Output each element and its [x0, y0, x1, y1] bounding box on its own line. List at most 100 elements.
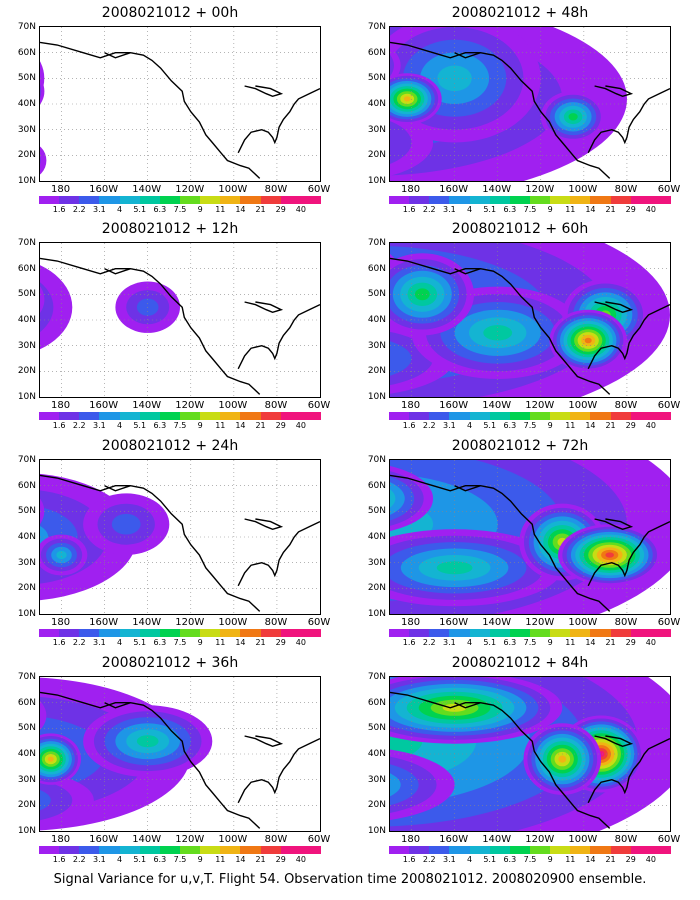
lon-tick-label: 120W — [175, 834, 205, 845]
colorbar-swatch — [489, 412, 510, 420]
lon-tick-label: 140W — [482, 184, 512, 195]
variance-field — [390, 677, 670, 831]
map-panel-72h: 2008021012 + 72h 70N 60N 50N 40N 30N 20N 10N 180… — [355, 437, 685, 651]
contour-level-5 — [436, 561, 473, 575]
colorbar — [39, 412, 321, 420]
panel-title: 2008021012 + 24h — [101, 438, 239, 454]
lat-tick-label: 30N — [367, 774, 386, 785]
colorbar-swatch — [260, 196, 281, 204]
colorbar-swatch — [650, 412, 671, 420]
colorbar-label: 3.1 — [443, 421, 456, 430]
lon-tick-label: 120W — [525, 834, 555, 845]
colorbar-swatch — [529, 196, 551, 204]
coastline — [237, 87, 320, 154]
colorbar-swatch — [179, 629, 201, 637]
contour-level-2 — [390, 764, 419, 806]
lon-tick-label: 60W — [307, 834, 331, 845]
panel-title: 2008021012 + 00h — [101, 5, 239, 21]
colorbar-label: 9 — [547, 855, 553, 864]
colorbar-swatch — [570, 412, 591, 420]
lon-tick-label: 140W — [482, 400, 512, 411]
colorbar-label: 7.5 — [523, 855, 537, 864]
panel-title: 2008021012 + 60h — [451, 221, 589, 237]
lat-tick-label: 20N — [367, 366, 386, 377]
colorbar-swatch — [39, 412, 60, 420]
colorbar-label: 5.1 — [483, 421, 497, 430]
colorbar-swatch — [280, 846, 301, 854]
colorbar-swatch — [570, 196, 591, 204]
colorbar-swatch — [630, 629, 651, 637]
colorbar-label: 11 — [215, 855, 226, 864]
colorbar-swatch — [119, 629, 140, 637]
colorbar-swatch — [240, 196, 261, 204]
lon-tick-label: 100W — [218, 400, 248, 411]
lat-tick-label: 30N — [17, 774, 36, 785]
variance-map — [39, 459, 321, 615]
colorbar-swatch — [139, 196, 160, 204]
lat-tick-label: 30N — [367, 124, 386, 135]
map-panel-48h: 2008021012 + 48h 70N 60N 50N 40N 30N 20N 10N 180… — [355, 4, 685, 218]
colorbar-swatch — [550, 629, 571, 637]
variance-field — [40, 243, 320, 397]
colorbar-swatch — [610, 196, 631, 204]
colorbar-label: 4 — [117, 421, 123, 430]
colorbar-label: 4 — [117, 855, 123, 864]
lon-tick-label: 160W — [89, 834, 119, 845]
colorbar-label: 29 — [275, 421, 286, 430]
colorbar-swatch — [59, 412, 80, 420]
colorbar-label: 40 — [645, 205, 656, 214]
coastline — [594, 518, 634, 531]
lon-tick-label: 160W — [439, 834, 469, 845]
lat-tick-label: 50N — [17, 289, 36, 300]
contour-level-1 — [390, 120, 412, 165]
colorbar-labels: 1.6 2.2 3.1 4 5.1 6.3 7.5 9 11 14 21 29 40 — [389, 638, 671, 648]
lat-tick-label: 60N — [367, 480, 386, 491]
map-panel-36h: 2008021012 + 36h 70N 60N 50N 40N 30N 20N 10N 180… — [5, 654, 335, 868]
colorbar-label: 7.5 — [523, 205, 537, 214]
colorbar-label: 3.1 — [93, 205, 106, 214]
lat-tick-label: 30N — [17, 340, 36, 351]
lon-tick-label: 120W — [525, 184, 555, 195]
colorbar-label: 3.1 — [443, 638, 456, 647]
lat-tick-label: 50N — [367, 289, 386, 300]
colorbar-label: 7.5 — [173, 638, 187, 647]
lat-tick-label: 60N — [367, 263, 386, 274]
map-panel-24h: 2008021012 + 24h 70N 60N 50N 40N 30N 20N 10N 180… — [5, 437, 335, 651]
colorbar-label: 1.6 — [402, 638, 416, 647]
colorbar-swatch — [469, 412, 490, 420]
colorbar-label: 21 — [255, 421, 266, 430]
colorbar — [389, 196, 671, 204]
variance-map — [39, 242, 321, 398]
lon-tick-label: 60W — [307, 617, 331, 628]
colorbar-swatch — [79, 629, 100, 637]
colorbar-swatch — [59, 846, 80, 854]
colorbar-swatch — [300, 196, 321, 204]
contour-level-5 — [483, 325, 513, 341]
colorbar-swatch — [610, 412, 631, 420]
colorbar-swatch — [409, 846, 430, 854]
colorbar-label: 5.1 — [133, 638, 147, 647]
contour-level-0 — [390, 109, 434, 176]
coastline — [454, 51, 611, 179]
contour-level-4 — [56, 550, 67, 560]
coastline — [244, 735, 284, 748]
lon-tick-label: 60W — [657, 400, 681, 411]
coastline — [454, 484, 611, 612]
colorbar-label: 14 — [235, 421, 246, 430]
lat-tick-label: 20N — [367, 583, 386, 594]
contour-level-4 — [390, 489, 396, 508]
colorbar-label: 29 — [625, 421, 636, 430]
contour-level-6 — [568, 113, 578, 121]
coastline — [237, 737, 320, 804]
colorbar-swatch — [429, 629, 450, 637]
map-panel-0h: 2008021012 + 00h 70N 60N 50N 40N 30N 20N 10N 180… — [5, 4, 335, 218]
lat-tick-label: 60N — [17, 697, 36, 708]
colorbar-swatch — [220, 629, 241, 637]
lon-tick-label: 180 — [400, 184, 421, 195]
lat-tick-label: 50N — [17, 723, 36, 734]
coastline — [454, 267, 611, 395]
lat-tick-label: 50N — [17, 73, 36, 84]
lat-tick-label: 60N — [367, 47, 386, 58]
lat-tick-label: 10N — [17, 826, 36, 836]
